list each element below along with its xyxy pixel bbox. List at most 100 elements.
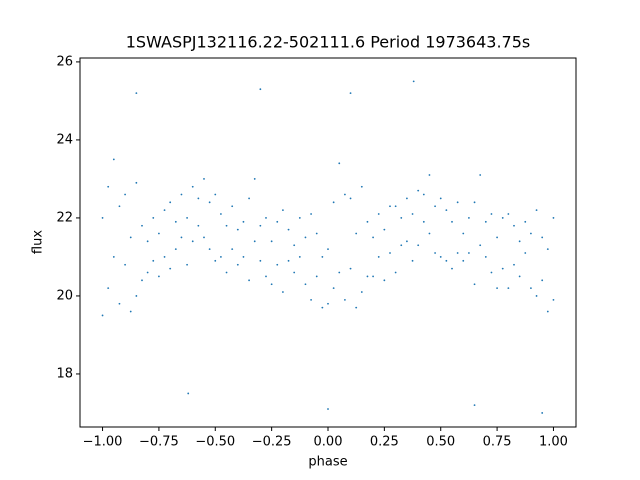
point bbox=[490, 271, 493, 274]
point bbox=[332, 201, 335, 204]
point bbox=[462, 232, 465, 235]
point bbox=[220, 256, 222, 258]
point bbox=[248, 197, 250, 200]
point bbox=[394, 271, 397, 274]
point bbox=[135, 92, 138, 95]
point bbox=[293, 244, 296, 247]
point bbox=[535, 209, 538, 212]
point bbox=[428, 232, 431, 235]
point bbox=[327, 302, 329, 305]
point bbox=[434, 252, 436, 254]
point bbox=[417, 244, 420, 247]
point bbox=[242, 256, 245, 258]
point bbox=[197, 197, 200, 200]
point bbox=[265, 275, 267, 278]
point bbox=[282, 291, 284, 293]
point bbox=[287, 259, 290, 262]
point bbox=[546, 310, 549, 313]
point bbox=[541, 279, 544, 282]
point bbox=[231, 205, 234, 208]
point bbox=[332, 287, 335, 290]
point bbox=[146, 271, 149, 274]
point bbox=[315, 232, 318, 235]
point bbox=[163, 256, 166, 258]
point bbox=[513, 224, 515, 227]
x-tick-label: 0.00 bbox=[314, 435, 343, 450]
point bbox=[298, 256, 301, 258]
point bbox=[400, 217, 403, 219]
x-tick-label: −0.25 bbox=[252, 435, 292, 450]
point bbox=[524, 252, 527, 254]
plot-frame bbox=[79, 57, 577, 428]
point bbox=[253, 178, 256, 180]
point bbox=[541, 236, 544, 239]
point bbox=[124, 193, 126, 196]
point bbox=[298, 217, 301, 219]
point bbox=[355, 232, 358, 235]
chart-title: 1SWASPJ132116.22-502111.6 Period 1973643… bbox=[126, 33, 531, 52]
x-tick-label: 0.25 bbox=[370, 435, 399, 450]
point bbox=[349, 197, 352, 200]
point bbox=[191, 240, 194, 243]
point bbox=[344, 298, 346, 301]
point bbox=[276, 220, 279, 223]
point bbox=[270, 240, 273, 243]
point bbox=[349, 92, 352, 95]
point bbox=[462, 259, 465, 262]
point bbox=[191, 185, 194, 188]
point bbox=[338, 271, 341, 274]
point bbox=[197, 224, 200, 227]
point bbox=[327, 408, 329, 410]
point bbox=[158, 275, 160, 278]
point bbox=[141, 279, 143, 282]
point bbox=[479, 244, 482, 247]
point bbox=[445, 209, 448, 212]
point bbox=[366, 275, 369, 278]
point bbox=[535, 295, 538, 297]
point bbox=[214, 259, 217, 262]
y-tick-label: 20 bbox=[56, 288, 73, 303]
point bbox=[186, 217, 188, 219]
point bbox=[546, 248, 549, 251]
point bbox=[451, 267, 453, 270]
point bbox=[259, 88, 262, 91]
point bbox=[360, 185, 363, 188]
point bbox=[507, 287, 510, 290]
point bbox=[118, 302, 121, 305]
point bbox=[129, 236, 132, 239]
point bbox=[406, 240, 408, 243]
point bbox=[394, 205, 397, 208]
point bbox=[484, 220, 487, 223]
point bbox=[248, 279, 250, 282]
point bbox=[338, 162, 341, 165]
point bbox=[101, 314, 104, 317]
point bbox=[501, 217, 504, 219]
point bbox=[287, 228, 290, 231]
point bbox=[321, 306, 324, 309]
point bbox=[118, 205, 121, 208]
point bbox=[411, 259, 414, 262]
point bbox=[479, 174, 482, 176]
point bbox=[101, 217, 104, 219]
point bbox=[315, 275, 318, 278]
point bbox=[406, 197, 408, 200]
point bbox=[259, 224, 262, 227]
point bbox=[422, 193, 425, 196]
point bbox=[310, 298, 312, 301]
point bbox=[484, 256, 487, 258]
point bbox=[135, 181, 138, 184]
point bbox=[180, 236, 183, 239]
point bbox=[158, 232, 160, 235]
y-tick-label: 22 bbox=[56, 210, 73, 225]
x-tick-label: 1.00 bbox=[539, 435, 568, 450]
point bbox=[265, 217, 267, 219]
point bbox=[124, 263, 126, 266]
point bbox=[208, 201, 211, 204]
point bbox=[389, 252, 391, 254]
point bbox=[360, 291, 363, 293]
point bbox=[203, 178, 205, 180]
point bbox=[507, 213, 510, 215]
point bbox=[236, 263, 239, 266]
y-tick-label: 26 bbox=[56, 54, 73, 69]
point bbox=[518, 275, 521, 278]
